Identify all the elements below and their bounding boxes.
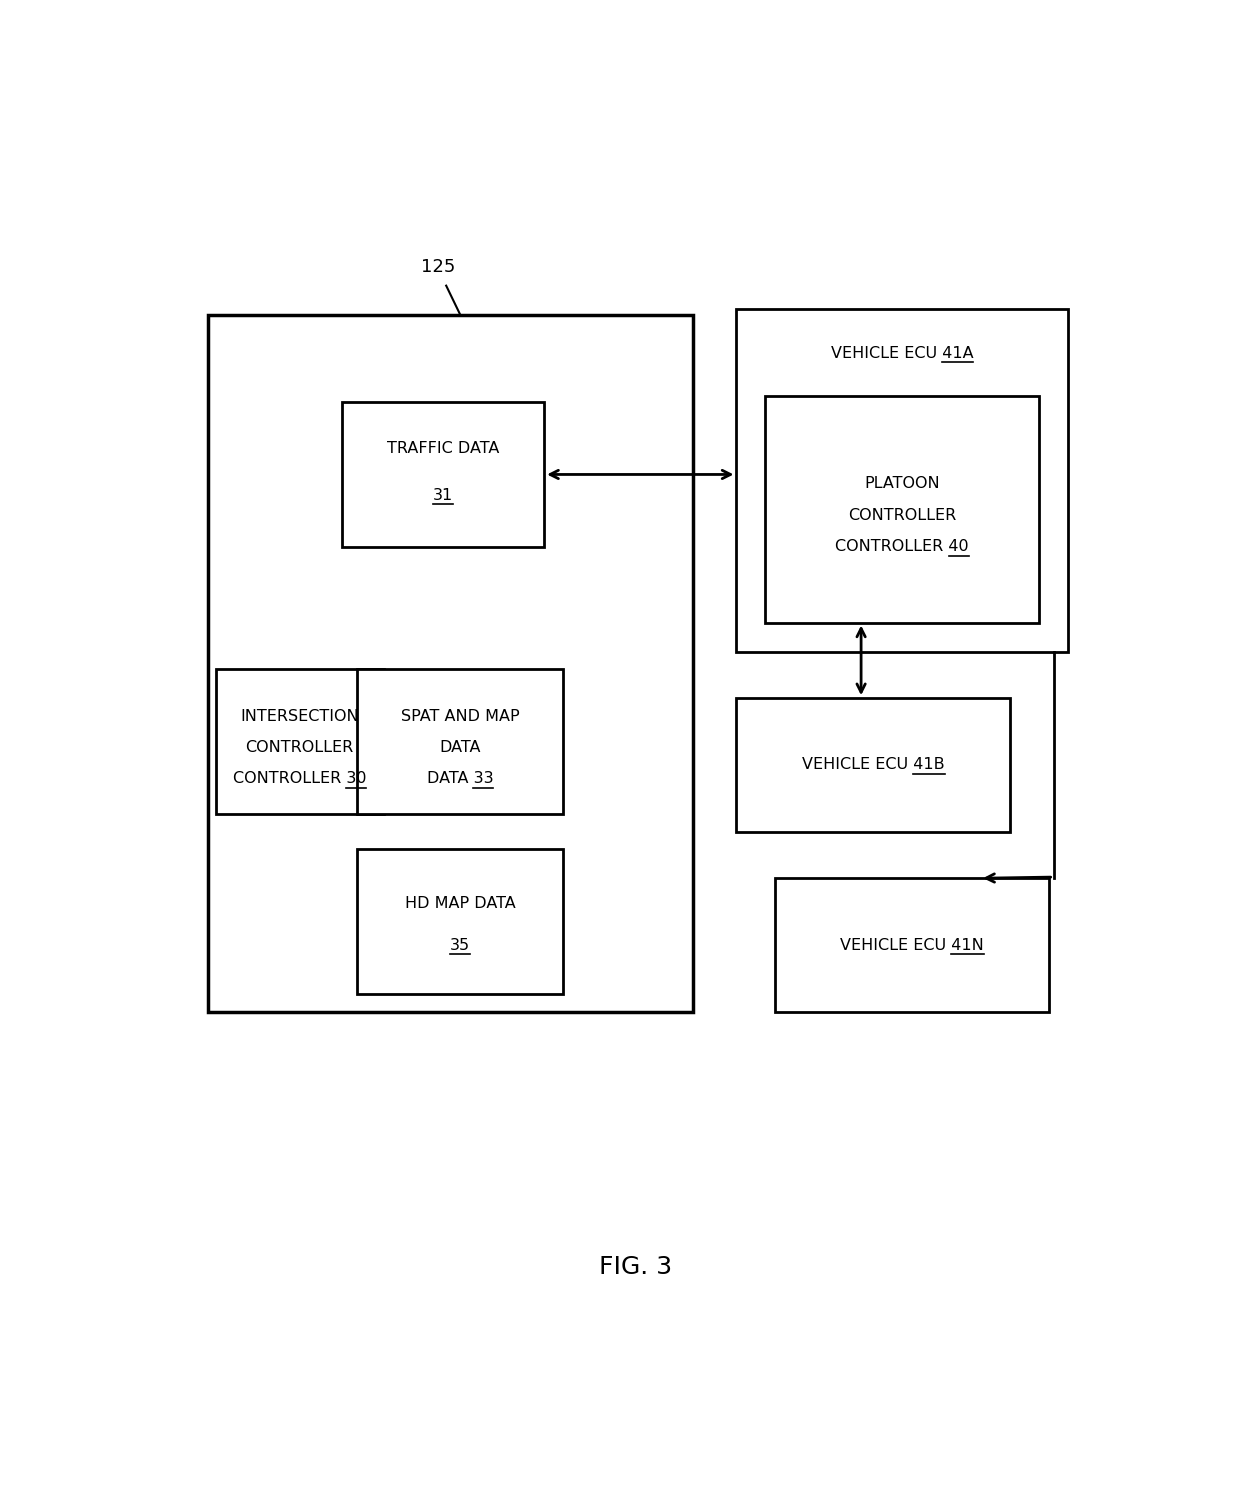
Bar: [737, 699, 1011, 831]
Text: 35: 35: [450, 937, 470, 952]
Bar: [357, 850, 563, 994]
Text: VEHICLE ECU 41N: VEHICLE ECU 41N: [839, 937, 983, 952]
Bar: [342, 401, 544, 548]
Text: CONTROLLER 30: CONTROLLER 30: [233, 771, 366, 786]
Bar: [357, 668, 563, 815]
Text: HD MAP DATA: HD MAP DATA: [404, 896, 516, 911]
Text: CONTROLLER: CONTROLLER: [246, 739, 353, 754]
Text: INTERSECTION: INTERSECTION: [241, 709, 358, 724]
Text: VEHICLE ECU 41A: VEHICLE ECU 41A: [831, 346, 973, 361]
Bar: [775, 878, 1049, 1013]
Bar: [216, 668, 383, 815]
Text: CONTROLLER 40: CONTROLLER 40: [836, 539, 968, 554]
Text: VEHICLE ECU 41B: VEHICLE ECU 41B: [802, 758, 945, 773]
Bar: [208, 315, 693, 1013]
Text: PLATOON: PLATOON: [864, 477, 940, 492]
Text: DATA: DATA: [439, 739, 481, 754]
Text: DATA 33: DATA 33: [427, 771, 494, 786]
Text: SPAT AND MAP: SPAT AND MAP: [401, 709, 520, 724]
Text: TRAFFIC DATA: TRAFFIC DATA: [387, 442, 500, 456]
Bar: [737, 309, 1068, 652]
Text: 31: 31: [433, 487, 454, 502]
Bar: [765, 395, 1039, 623]
Text: FIG. 3: FIG. 3: [599, 1255, 672, 1280]
Text: CONTROLLER: CONTROLLER: [848, 507, 956, 522]
Text: 125: 125: [422, 258, 455, 276]
